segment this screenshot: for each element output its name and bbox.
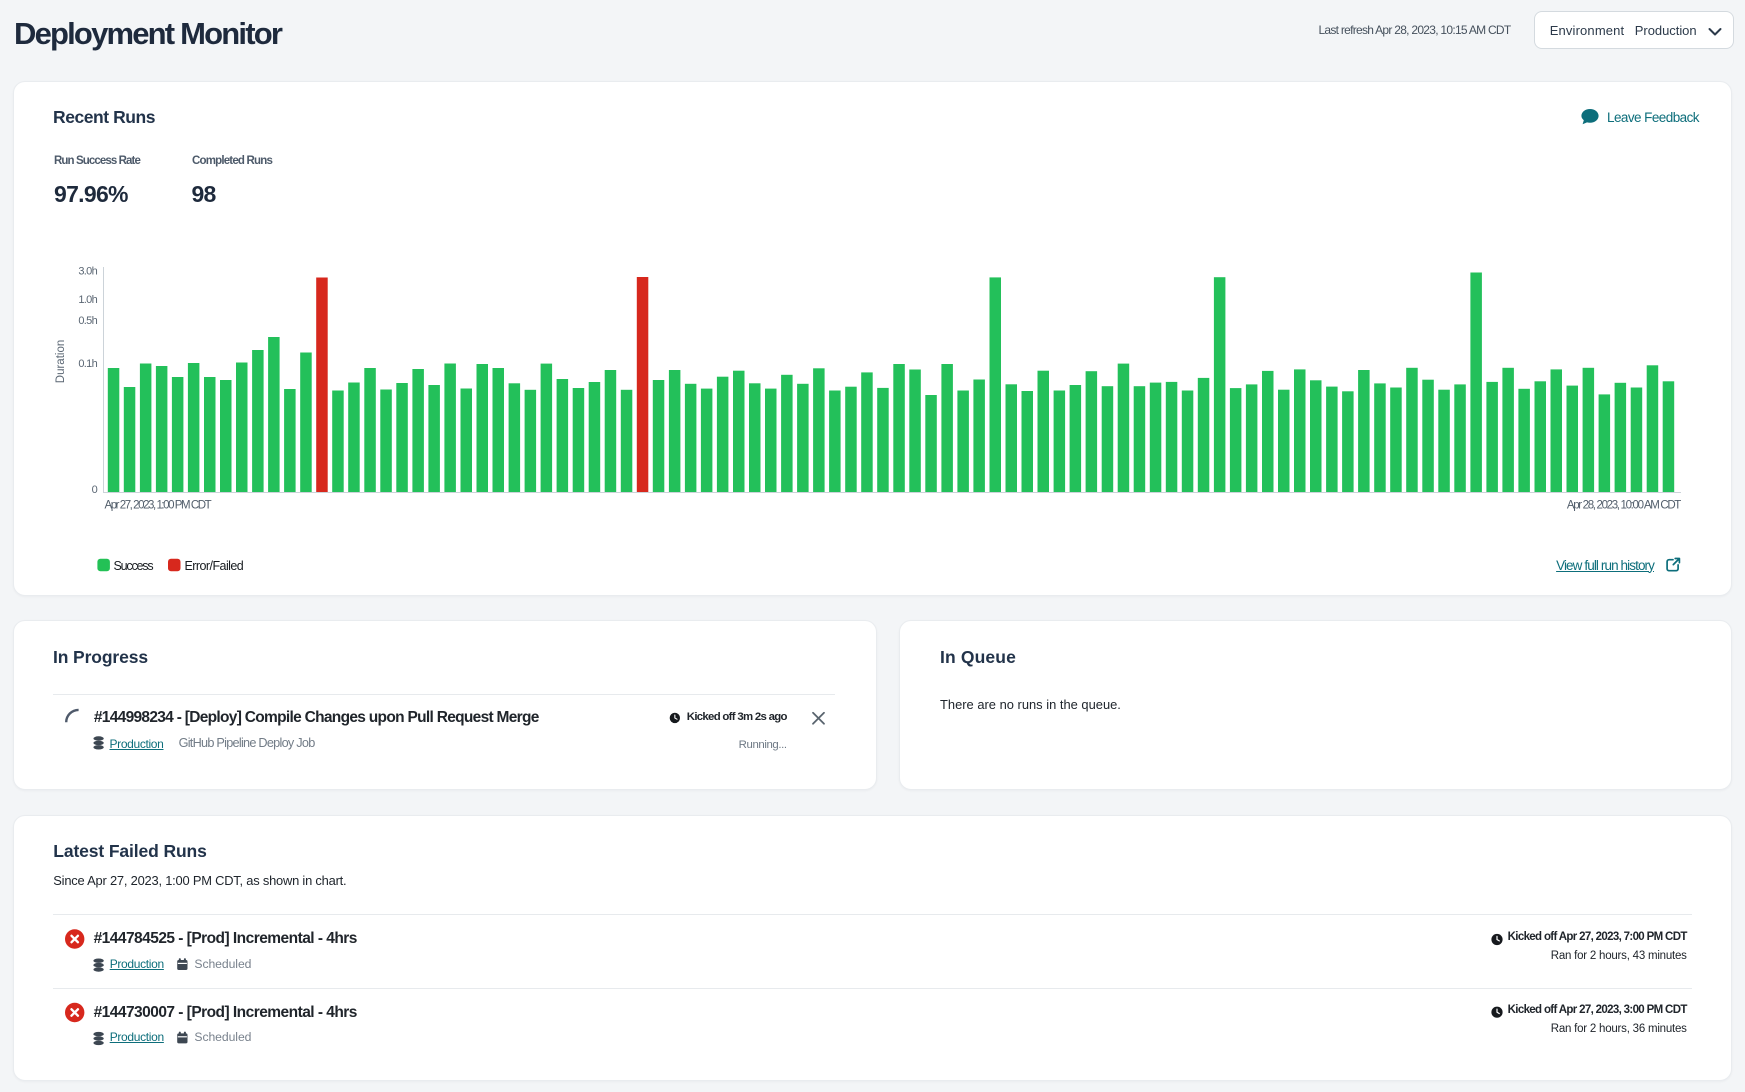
- svg-text:0: 0: [92, 484, 98, 496]
- svg-text:Apr 27, 2023, 1:00 PM CDT: Apr 27, 2023, 1:00 PM CDT: [105, 500, 212, 512]
- svg-text:0.5h: 0.5h: [78, 315, 97, 327]
- svg-text:0.1h: 0.1h: [78, 358, 97, 370]
- svg-text:Duration: Duration: [55, 340, 67, 383]
- svg-text:3.0h: 3.0h: [78, 266, 97, 278]
- svg-text:1.0h: 1.0h: [78, 294, 97, 306]
- svg-text:Apr 28, 2023, 10:00 AM CDT: Apr 28, 2023, 10:00 AM CDT: [1567, 500, 1681, 512]
